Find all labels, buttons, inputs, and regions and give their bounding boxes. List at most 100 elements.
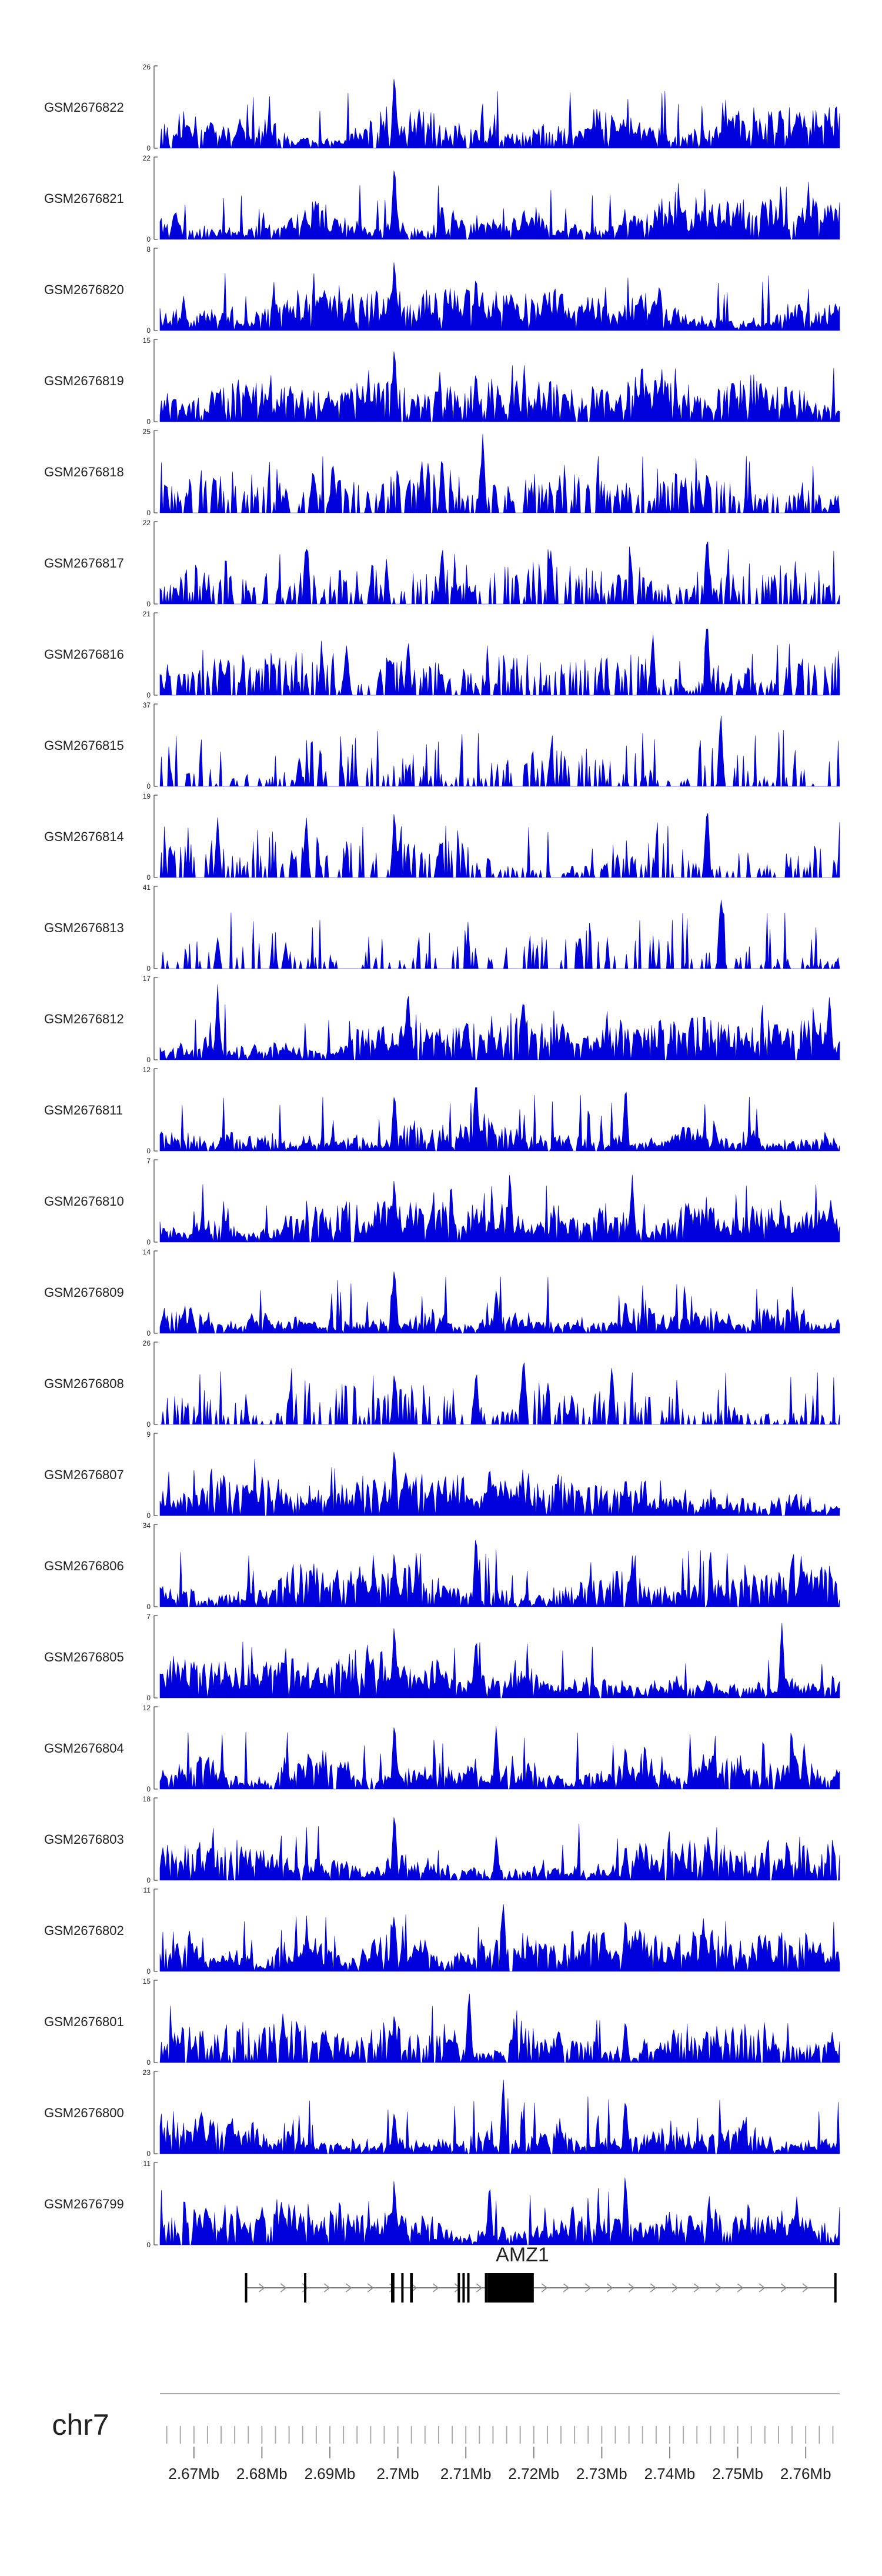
y-max-label: 8 [146, 245, 151, 253]
strand-arrow [345, 2283, 352, 2293]
track-GSM2676813: GSM2676813 41 0 [44, 883, 840, 973]
y-max-label: 15 [143, 1977, 151, 1986]
y-max-label: 21 [143, 610, 151, 618]
track-label: GSM2676800 [44, 2105, 124, 2120]
track-label: GSM2676821 [44, 191, 124, 206]
strand-arrow [628, 2283, 635, 2293]
y-max-label: 15 [143, 336, 151, 345]
y-min-label: 0 [146, 1056, 151, 1064]
coverage-area [159, 1994, 840, 2064]
strand-arrow [650, 2283, 657, 2293]
y-max-label: 7 [146, 1613, 151, 1621]
coverage-area [159, 434, 840, 513]
track-GSM2676800: GSM2676800 23 0 [44, 2068, 840, 2158]
track-GSM2676820: GSM2676820 8 0 [44, 245, 840, 335]
coverage-area [159, 351, 840, 422]
y-max-label: 11 [143, 2160, 151, 2168]
y-max-label: 18 [143, 1795, 151, 1803]
coverage-area [159, 628, 840, 696]
strand-arrow [780, 2283, 787, 2293]
y-max-label: 37 [143, 701, 151, 709]
y-min-label: 0 [146, 1603, 151, 1611]
x-tick-label: 2.73Mb [576, 2465, 627, 2482]
strand-arrow [606, 2283, 613, 2293]
track-label: GSM2676799 [44, 2197, 124, 2211]
coverage-area [159, 1623, 840, 1699]
track-label: GSM2676814 [44, 829, 124, 844]
track-label: GSM2676808 [44, 1376, 124, 1391]
coverage-area [159, 171, 840, 241]
strand-arrow [737, 2283, 744, 2293]
y-min-label: 0 [146, 1147, 151, 1155]
y-max-label: 26 [143, 63, 151, 71]
track-GSM2676822: GSM2676822 26 0 [44, 63, 840, 152]
track-GSM2676809: GSM2676809 14 0 [44, 1248, 840, 1337]
track-GSM2676815: GSM2676815 37 0 [44, 701, 840, 790]
gene-annotation-track: AMZ1 [245, 2244, 837, 2303]
gene-name-label: AMZ1 [496, 2244, 549, 2266]
x-tick-label: 2.69Mb [305, 2465, 356, 2482]
track-GSM2676814: GSM2676814 19 0 [44, 792, 840, 882]
y-max-label: 14 [143, 1248, 151, 1256]
y-min-label: 0 [146, 782, 151, 790]
coverage-area [159, 1087, 840, 1152]
x-tick-label: 2.75Mb [712, 2465, 763, 2482]
y-min-label: 0 [146, 1329, 151, 1337]
strand-arrow [432, 2283, 439, 2293]
track-label: GSM2676802 [44, 1923, 124, 1938]
track-label: GSM2676805 [44, 1650, 124, 1664]
y-min-label: 0 [146, 2150, 151, 2158]
track-GSM2676812: GSM2676812 17 0 [44, 975, 840, 1064]
track-label: GSM2676816 [44, 647, 124, 662]
x-tick-label: 2.76Mb [780, 2465, 831, 2482]
strand-arrow [671, 2283, 679, 2293]
x-tick-label: 2.72Mb [508, 2465, 559, 2482]
track-GSM2676803: GSM2676803 18 0 [44, 1795, 840, 1884]
coverage-area [159, 716, 840, 788]
strand-arrow [563, 2283, 570, 2293]
y-max-label: 41 [143, 883, 151, 892]
genome-axis-track: chr7 2.67Mb 2.68Mb 2.69Mb 2.7Mb 2.71Mb 2.72Mb… [52, 2393, 840, 2482]
coverage-area [159, 1726, 840, 1790]
y-min-label: 0 [146, 1694, 151, 1702]
track-GSM2676811: GSM2676811 12 0 [44, 1066, 840, 1155]
gene-exon [485, 2273, 488, 2303]
strand-arrow [280, 2283, 287, 2293]
track-label: GSM2676811 [44, 1103, 123, 1117]
track-label: GSM2676801 [44, 2014, 124, 2029]
coverage-area [159, 1174, 840, 1243]
gene-exon [834, 2273, 837, 2303]
gene-exon [462, 2273, 465, 2303]
track-GSM2676802: GSM2676802 11 0 [44, 1886, 840, 1976]
y-min-label: 0 [146, 2058, 151, 2067]
x-tick-label: 2.68Mb [236, 2465, 288, 2482]
y-max-label: 7 [146, 1157, 151, 1165]
x-tick-label: 2.71Mb [440, 2465, 492, 2482]
track-label: GSM2676819 [44, 373, 124, 388]
y-min-label: 0 [146, 1511, 151, 1520]
coverage-area [159, 1817, 840, 1881]
y-max-label: 26 [143, 1339, 151, 1347]
track-GSM2676818: GSM2676818 25 0 [44, 428, 840, 517]
coverage-area [159, 541, 840, 605]
track-GSM2676816: GSM2676816 21 0 [44, 610, 840, 699]
track-label: GSM2676812 [44, 1012, 124, 1026]
y-max-label: 12 [143, 1066, 151, 1074]
y-min-label: 0 [146, 691, 151, 699]
y-min-label: 0 [146, 418, 151, 426]
gene-exon [401, 2273, 404, 2303]
coverage-area [159, 1272, 840, 1334]
track-label: GSM2676807 [44, 1467, 124, 1482]
y-max-label: 34 [143, 1521, 151, 1530]
y-max-label: 12 [143, 1704, 151, 1712]
track-GSM2676799: GSM2676799 11 0 [44, 2160, 840, 2249]
track-GSM2676807: GSM2676807 9 0 [44, 1430, 840, 1520]
track-GSM2676810: GSM2676810 7 0 [44, 1157, 840, 1246]
y-min-label: 0 [146, 1876, 151, 1884]
strand-arrow [693, 2283, 700, 2293]
track-GSM2676806: GSM2676806 34 0 [44, 1521, 840, 1611]
x-tick-label: 2.74Mb [644, 2465, 696, 2482]
strand-arrow [802, 2283, 809, 2293]
gene-exon [487, 2273, 534, 2303]
gene-exon [245, 2273, 248, 2303]
